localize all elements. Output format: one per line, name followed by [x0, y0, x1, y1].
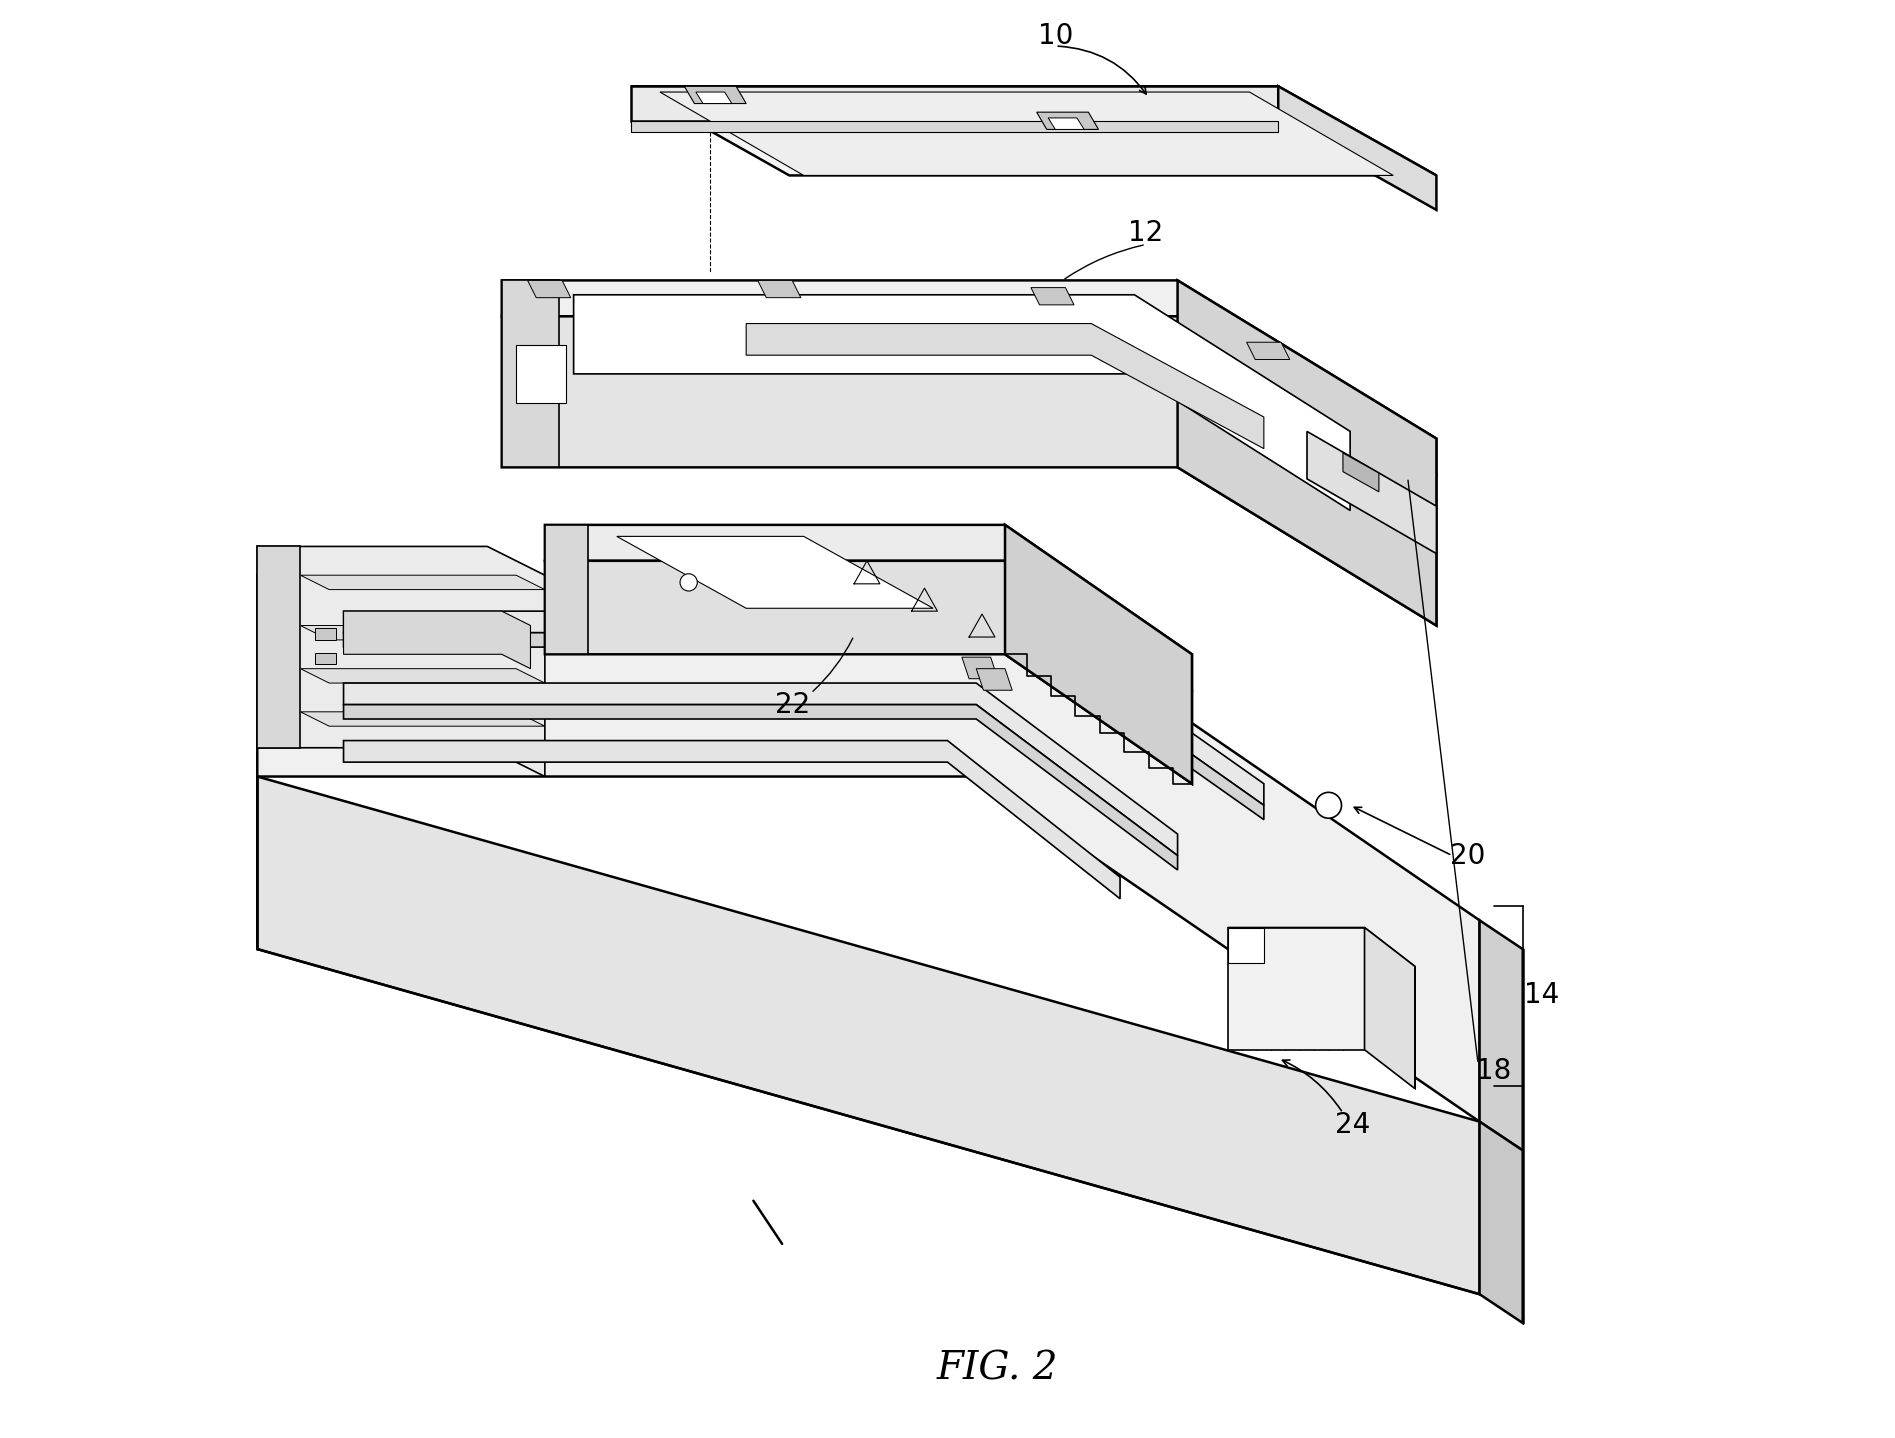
Text: 18: 18 — [1476, 1057, 1512, 1086]
Polygon shape — [258, 575, 1480, 1122]
Text: 20: 20 — [1450, 841, 1486, 870]
Text: 22: 22 — [775, 690, 809, 719]
Polygon shape — [301, 575, 546, 590]
Polygon shape — [546, 525, 1192, 690]
Text: 10: 10 — [1038, 22, 1073, 50]
Polygon shape — [1228, 928, 1364, 1050]
Polygon shape — [1004, 525, 1192, 784]
FancyArrowPatch shape — [1355, 807, 1450, 854]
Polygon shape — [559, 597, 595, 618]
FancyArrowPatch shape — [1065, 244, 1143, 279]
Polygon shape — [502, 280, 559, 467]
Text: 14: 14 — [1524, 981, 1560, 1009]
Polygon shape — [258, 777, 1480, 1294]
Polygon shape — [343, 611, 1264, 805]
Polygon shape — [659, 92, 1393, 175]
Polygon shape — [301, 669, 546, 683]
Polygon shape — [343, 683, 1177, 856]
Polygon shape — [1247, 342, 1290, 360]
Polygon shape — [1031, 288, 1074, 305]
FancyArrowPatch shape — [813, 638, 853, 692]
Text: 24: 24 — [1336, 1110, 1370, 1139]
Polygon shape — [343, 633, 1264, 820]
Polygon shape — [546, 525, 587, 654]
FancyArrowPatch shape — [1057, 46, 1146, 93]
Polygon shape — [301, 712, 546, 726]
Polygon shape — [631, 86, 1436, 175]
Polygon shape — [301, 626, 546, 640]
Text: 12: 12 — [1128, 219, 1164, 247]
Polygon shape — [1344, 453, 1380, 492]
Circle shape — [1315, 792, 1342, 818]
Polygon shape — [1048, 118, 1084, 129]
Polygon shape — [515, 345, 567, 403]
Polygon shape — [343, 741, 1120, 899]
Polygon shape — [315, 628, 335, 640]
Text: FIG. 2: FIG. 2 — [938, 1350, 1059, 1388]
Polygon shape — [1480, 1122, 1524, 1323]
Polygon shape — [527, 280, 570, 298]
Polygon shape — [258, 546, 546, 777]
Polygon shape — [747, 324, 1264, 449]
Polygon shape — [631, 121, 1279, 132]
Polygon shape — [616, 536, 932, 608]
Polygon shape — [502, 280, 1436, 475]
Polygon shape — [1480, 920, 1524, 1150]
FancyArrowPatch shape — [1408, 480, 1478, 1061]
FancyArrowPatch shape — [1283, 1060, 1342, 1110]
Polygon shape — [695, 92, 731, 104]
Polygon shape — [758, 280, 802, 298]
Polygon shape — [546, 561, 1192, 784]
Polygon shape — [343, 705, 1177, 870]
Polygon shape — [684, 86, 747, 104]
Polygon shape — [1037, 112, 1099, 129]
Polygon shape — [1228, 928, 1264, 963]
Polygon shape — [1364, 928, 1416, 1089]
Polygon shape — [1177, 280, 1436, 626]
Circle shape — [680, 574, 697, 591]
Polygon shape — [343, 611, 531, 669]
Polygon shape — [963, 657, 999, 679]
Polygon shape — [502, 316, 1436, 626]
Polygon shape — [1308, 431, 1436, 554]
Polygon shape — [574, 295, 1349, 510]
Polygon shape — [1228, 928, 1416, 966]
Polygon shape — [1279, 86, 1436, 210]
Polygon shape — [315, 653, 335, 664]
Polygon shape — [631, 86, 1279, 121]
Polygon shape — [258, 546, 301, 748]
Polygon shape — [976, 669, 1012, 690]
